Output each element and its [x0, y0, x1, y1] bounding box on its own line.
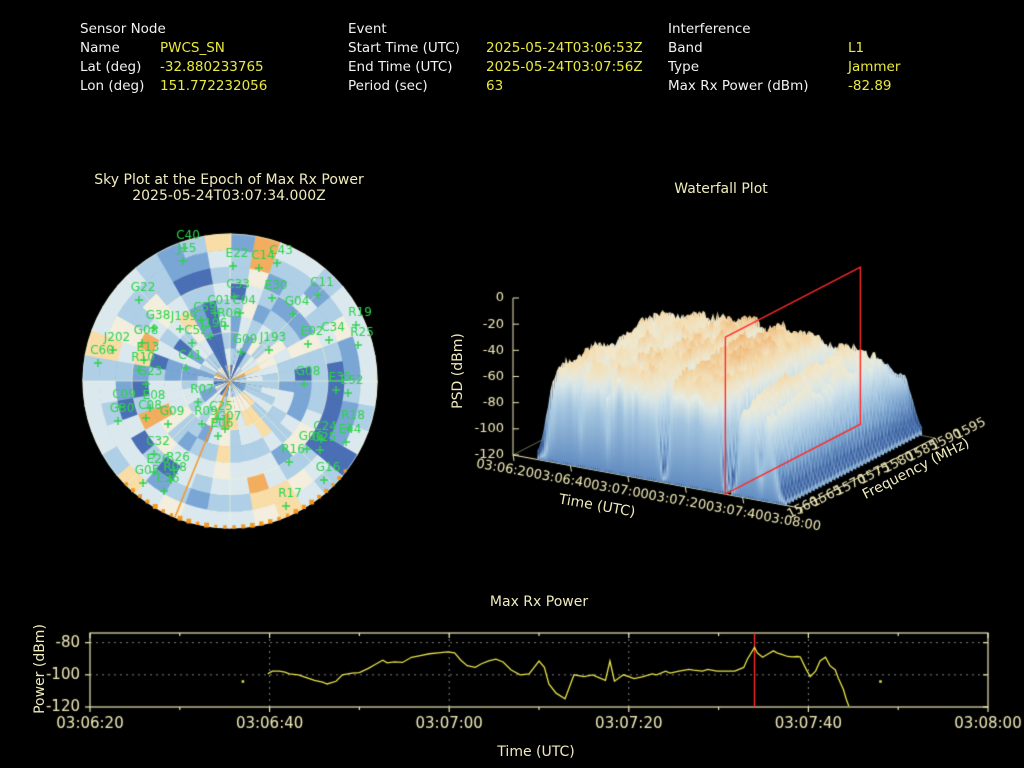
field-row: Band L1: [668, 39, 900, 58]
waterfall-title: Waterfall Plot: [674, 181, 768, 197]
field-label: Band: [668, 40, 703, 56]
section-title: Sensor Node: [80, 21, 166, 37]
field-row: Type Jammer: [668, 58, 900, 77]
sky-plot-canvas: [65, 220, 405, 540]
field-label: End Time (UTC): [348, 59, 453, 75]
field-value: Jammer: [848, 59, 901, 75]
field-value: 2025-05-24T03:07:56Z: [486, 59, 643, 75]
waterfall-plot-canvas: [425, 225, 1024, 537]
field-label: Lat (deg): [80, 59, 142, 75]
event-section: Event Start Time (UTC) 2025-05-24T03:06:…: [348, 20, 643, 96]
field-row: End Time (UTC) 2025-05-24T03:07:56Z: [348, 58, 643, 77]
sky-plot-title: Sky Plot at the Epoch of Max Rx Power 20…: [94, 172, 363, 204]
field-label: Period (sec): [348, 78, 428, 94]
field-value: 151.772232056: [160, 78, 268, 94]
power-plot-canvas: [0, 560, 1024, 768]
section-title: Event: [348, 21, 387, 37]
field-row: Name PWCS_SN: [80, 39, 267, 58]
field-row: Start Time (UTC) 2025-05-24T03:06:53Z: [348, 39, 643, 58]
field-value: PWCS_SN: [160, 40, 225, 56]
field-row: Max Rx Power (dBm) -82.89: [668, 77, 900, 96]
field-label: Lon (deg): [80, 78, 145, 94]
field-label: Name: [80, 40, 120, 56]
field-row: Lat (deg) -32.880233765: [80, 58, 267, 77]
field-label: Max Rx Power (dBm): [668, 78, 809, 94]
field-label: Type: [668, 59, 700, 75]
field-value: L1: [848, 40, 865, 56]
sensor-node-section: Sensor Node Name PWCS_SN Lat (deg) -32.8…: [80, 20, 267, 96]
field-value: 2025-05-24T03:06:53Z: [486, 40, 643, 56]
field-row: Lon (deg) 151.772232056: [80, 77, 267, 96]
interference-section: Interference Band L1 Type Jammer Max Rx …: [668, 20, 900, 96]
sky-plot-title-line2: 2025-05-24T03:07:34.000Z: [132, 188, 326, 204]
field-value: -32.880233765: [160, 59, 264, 75]
section-title: Interference: [668, 21, 751, 37]
field-label: Start Time (UTC): [348, 40, 460, 56]
field-value: 63: [486, 78, 504, 94]
field-row: Period (sec) 63: [348, 77, 643, 96]
field-value: -82.89: [848, 78, 892, 94]
sky-plot-title-line1: Sky Plot at the Epoch of Max Rx Power: [94, 172, 364, 188]
